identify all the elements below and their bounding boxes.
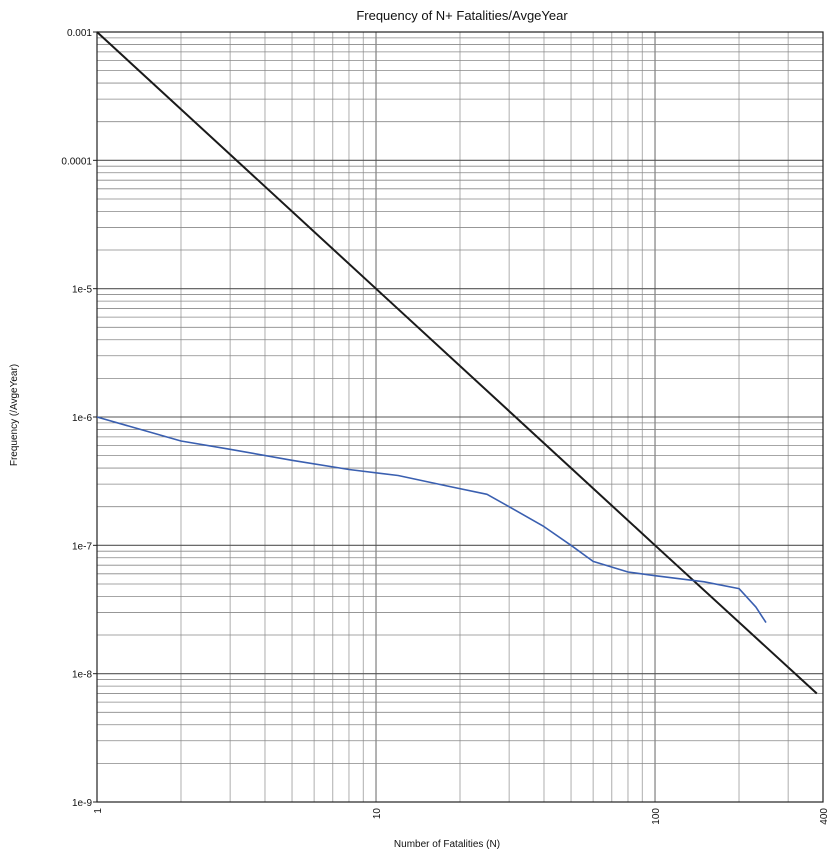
y-tick-label: 1e-8 [72, 670, 92, 681]
x-tick-labels: 1 10 100 400 [93, 808, 830, 825]
x-tick-label: 1 [93, 808, 104, 814]
x-tick-label: 400 [819, 808, 830, 825]
y-tick-label: 1e-5 [72, 285, 92, 296]
x-axis-label: Number of Fatalities (N) [394, 839, 500, 850]
series-group [96, 31, 818, 695]
criterion-line [96, 31, 818, 695]
y-tick-label: 1e-7 [72, 541, 92, 552]
fn-curve [96, 416, 767, 624]
y-tick-label: 1e-6 [72, 413, 92, 424]
y-axis-label: Frequency (/AvgeYear) [9, 364, 20, 466]
chart-title: Frequency of N+ Fatalities/AvgeYear [356, 8, 568, 23]
y-tick-labels: 0.001 0.0001 1e-5 1e-6 1e-7 1e-8 1e-9 [61, 28, 97, 809]
grid [96, 32, 824, 803]
x-tick-label: 100 [651, 808, 662, 825]
y-tick-label: 0.001 [67, 28, 92, 39]
y-tick-label: 1e-9 [72, 798, 92, 809]
x-tick-label: 10 [372, 808, 383, 820]
y-tick-label: 0.0001 [61, 156, 92, 167]
